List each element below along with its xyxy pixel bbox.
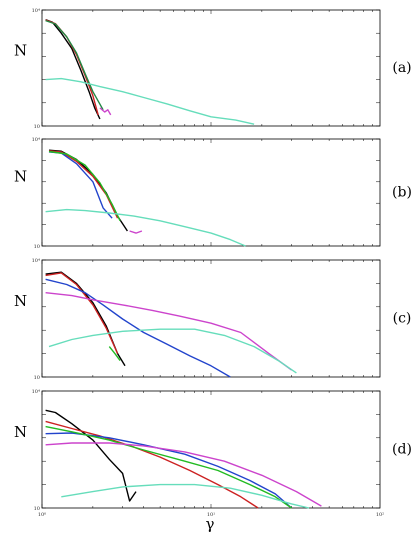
panel-label: (c) xyxy=(393,311,412,327)
series-line-1 xyxy=(45,409,137,502)
series-line-3 xyxy=(45,278,231,378)
series-line-3 xyxy=(45,19,104,111)
y-axis-label: N xyxy=(14,42,27,60)
series-line-6 xyxy=(108,346,121,362)
series-line-4 xyxy=(99,107,112,116)
y-axis-label: N xyxy=(14,423,27,441)
series-line-4 xyxy=(48,150,121,222)
y-axis-label: N xyxy=(14,167,27,185)
y-tick-label-bottom: 10 xyxy=(34,124,40,130)
x-tick-label: 10¹ xyxy=(207,512,215,518)
series-line-5 xyxy=(45,442,322,507)
series-line-5 xyxy=(45,77,255,125)
y-tick-label-top: 10⁴ xyxy=(32,137,40,143)
y-tick-label-bottom: 10 xyxy=(34,506,40,512)
series-line-5 xyxy=(48,328,297,374)
series-line-4 xyxy=(45,425,292,509)
series-line-2 xyxy=(45,420,259,509)
panel-label: (b) xyxy=(392,185,412,201)
x-tick-label: 10² xyxy=(376,512,384,518)
series-line-2 xyxy=(45,272,119,354)
series-line-4 xyxy=(45,292,293,371)
x-tick-label: 10⁰ xyxy=(38,512,46,518)
y-tick-label-bottom: 10 xyxy=(34,375,40,381)
panel-4: 10⁴ 10 N (d) xyxy=(14,389,412,512)
panel-1: 10⁴ 10 N (a) xyxy=(14,8,412,130)
y-tick-label-top: 10⁴ xyxy=(32,8,40,14)
panel-3: 10⁴ 10 N (c) xyxy=(14,258,411,381)
y-tick-label-top: 10⁴ xyxy=(32,258,40,264)
panel-2: 10⁴ 10 N (b) xyxy=(14,137,412,250)
y-axis-label: N xyxy=(14,292,27,310)
y-tick-label-bottom: 10 xyxy=(34,244,40,250)
panel-label: (d) xyxy=(392,442,412,458)
series-line-6 xyxy=(61,483,310,509)
series-line-6 xyxy=(45,208,246,247)
x-axis-label: γ xyxy=(206,515,215,533)
series-line-5 xyxy=(129,230,143,234)
y-tick-label-top: 10⁴ xyxy=(32,389,40,395)
panel-label: (a) xyxy=(392,60,411,76)
